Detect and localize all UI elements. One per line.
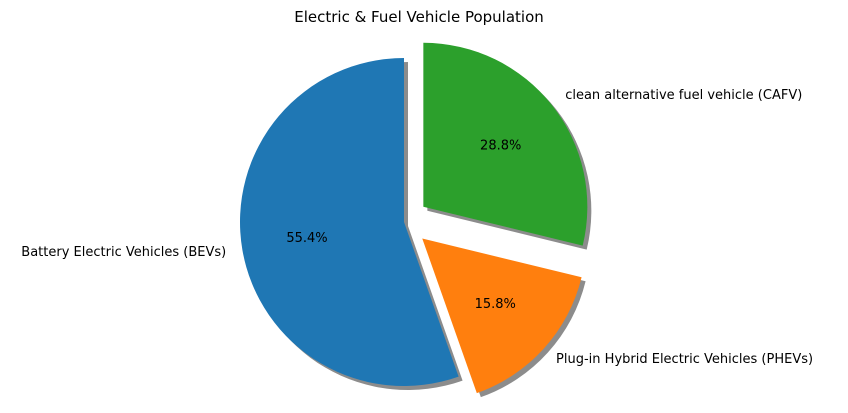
slice-category-label-battery-electric-vehicles-bevs: Battery Electric Vehicles (BEVs) <box>21 245 226 260</box>
chart-title: Electric & Fuel Vehicle Population <box>294 8 544 26</box>
percent-labels: 55.4% 15.8% 28.8% <box>286 139 521 312</box>
slice-category-label-plug-in-hybrid-electric-vehicles-phevs: Plug-in Hybrid Electric Vehicles (PHEVs) <box>556 352 813 367</box>
slice-percent-label-battery-electric-vehicles-bevs: 55.4% <box>286 231 327 246</box>
category-labels: Battery Electric Vehicles (BEVs) Plug-in … <box>21 88 813 367</box>
slice-percent-label-plug-in-hybrid-electric-vehicles-phevs: 15.8% <box>475 297 516 312</box>
slice-percent-label-clean-alternative-fuel-vehicle-cafv: 28.8% <box>480 139 521 154</box>
slice-category-label-clean-alternative-fuel-vehicle-cafv: clean alternative fuel vehicle (CAFV) <box>565 88 802 103</box>
pie-slice-clean-alternative-fuel-vehicle-cafv <box>423 42 588 246</box>
pie-slice-battery-electric-vehicles-bevs <box>239 58 459 386</box>
pie-slice-plug-in-hybrid-electric-vehicles-phevs <box>422 238 582 394</box>
pie-slices <box>239 42 588 394</box>
